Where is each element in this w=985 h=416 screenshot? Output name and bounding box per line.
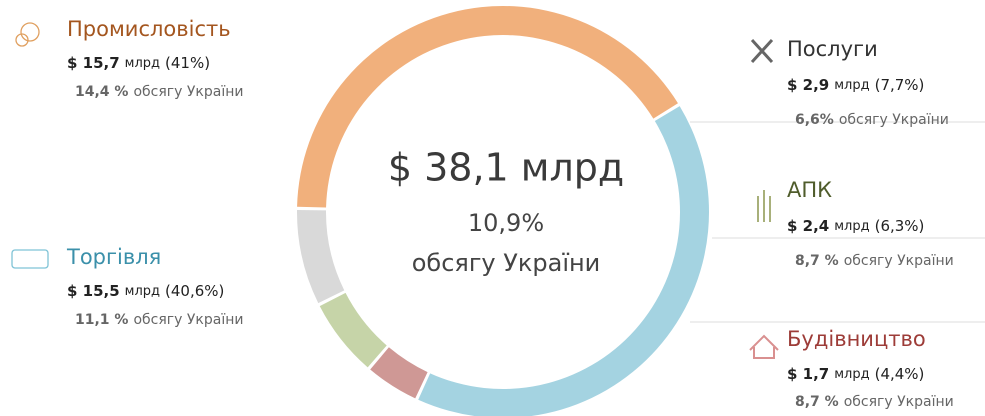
icon-agro xyxy=(757,190,771,222)
percent: (4,4%) xyxy=(875,365,925,383)
amount-unit: млрд xyxy=(125,56,160,71)
icon-industry xyxy=(20,22,40,42)
donut-segment xyxy=(418,106,709,416)
donut-segment xyxy=(319,292,387,368)
amount: $ 1,7 xyxy=(787,365,829,383)
icon-industry xyxy=(15,33,29,47)
amount: $ 2,4 xyxy=(787,217,829,235)
share: 6,6% xyxy=(795,112,834,128)
total-share: 10,9% xyxy=(468,209,544,237)
percent: (7,7%) xyxy=(875,76,925,94)
category-title: Торгівля xyxy=(66,245,161,269)
share: 8,7 % xyxy=(795,253,839,269)
amount-unit: млрд xyxy=(834,219,869,234)
icon-trade xyxy=(11,249,49,269)
share-line: 8,7 % обсягу України xyxy=(795,253,954,269)
amount-line: $ 15,5 млрд (40,6%) xyxy=(67,282,224,300)
amount-unit: млрд xyxy=(125,284,160,299)
share-line: 14,4 % обсягу України xyxy=(75,84,243,100)
category-title: Промисловість xyxy=(67,17,231,41)
amount-unit: млрд xyxy=(834,367,869,382)
donut-segment xyxy=(297,210,345,304)
amount: $ 15,5 xyxy=(67,282,120,300)
amount-line: $ 2,4 млрд (6,3%) xyxy=(787,217,924,235)
icon-construction xyxy=(749,334,779,359)
percent: (40,6%) xyxy=(165,282,224,300)
share-line: 6,6% обсягу України xyxy=(795,112,949,128)
share-suffix: обсягу України xyxy=(844,253,954,269)
icon-services xyxy=(750,38,774,64)
share: 11,1 % xyxy=(75,312,128,328)
share-suffix: обсягу України xyxy=(844,394,954,410)
category-title: Будівництво xyxy=(787,327,926,351)
category-title: АПК xyxy=(787,178,832,202)
amount-line: $ 1,7 млрд (4,4%) xyxy=(787,365,924,383)
amount-line: $ 15,7 млрд (41%) xyxy=(67,54,210,72)
amount-unit: млрд xyxy=(834,78,869,93)
share: 8,7 % xyxy=(795,394,839,410)
share-line: 8,7 % обсягу України xyxy=(795,394,954,410)
total-share-text: обсягу України xyxy=(412,249,601,277)
donut-segment xyxy=(297,6,678,208)
share-line: 11,1 % обсягу України xyxy=(75,312,243,328)
donut-segment xyxy=(370,347,428,399)
share-suffix: обсягу України xyxy=(133,312,243,328)
category-title: Послуги xyxy=(787,37,878,61)
share: 14,4 % xyxy=(75,84,128,100)
share-suffix: обсягу України xyxy=(839,112,949,128)
icons xyxy=(11,22,779,359)
percent: (6,3%) xyxy=(875,217,925,235)
total: $ 38,1 млрд xyxy=(388,146,624,190)
percent: (41%) xyxy=(165,54,210,72)
amount: $ 2,9 xyxy=(787,76,829,94)
amount-line: $ 2,9 млрд (7,7%) xyxy=(787,76,924,94)
share-suffix: обсягу України xyxy=(133,84,243,100)
amount: $ 15,7 xyxy=(67,54,120,72)
